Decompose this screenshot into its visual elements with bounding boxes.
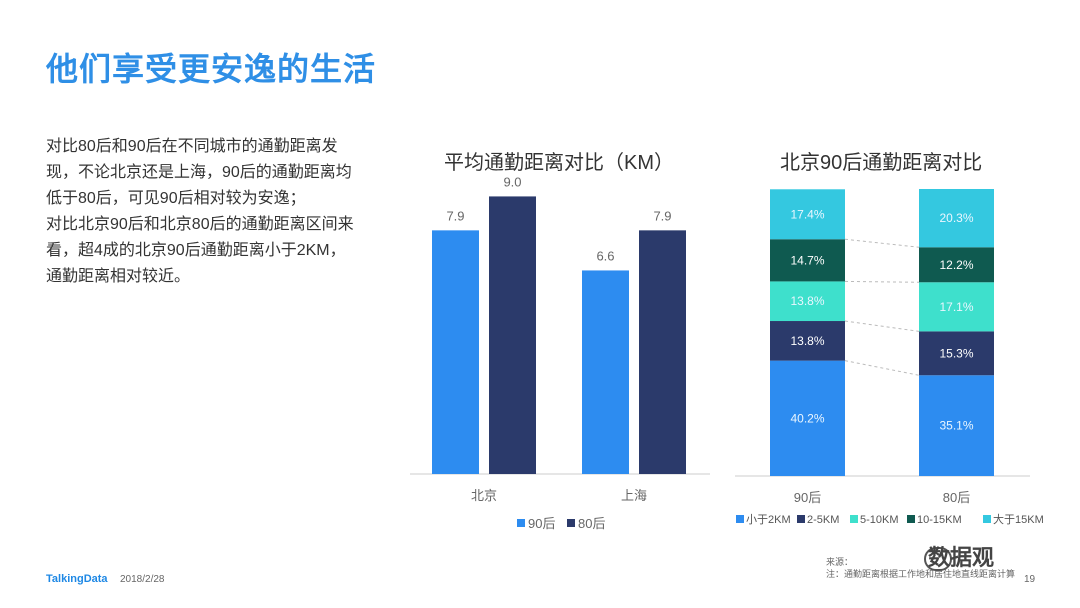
bar-北京-90后 [432, 230, 479, 474]
segment-label: 17.4% [790, 207, 824, 221]
legend-swatch-2-5KM [797, 515, 805, 523]
legend-label-2-5KM: 2-5KM [807, 514, 839, 526]
legend-swatch-80后 [567, 519, 575, 527]
description-line: 对比80后和90后在不同城市的通勤距离发 [46, 138, 338, 155]
data-label: 9.0 [503, 174, 521, 189]
legend-label-90后: 90后 [528, 516, 555, 531]
segment-label: 15.3% [939, 346, 973, 360]
segment-90后-5-10KM [770, 281, 845, 322]
brand-logo: TalkingData [46, 573, 108, 585]
description-line: 对比北京90后和北京80后的通勤距离区间来 [46, 216, 354, 233]
description-line: 低于80后，可见90后相对较为安逸； [46, 190, 306, 207]
segment-label: 35.1% [939, 419, 973, 433]
legend-swatch-大于15KM [983, 515, 991, 523]
legend-swatch-小于2KM [736, 515, 744, 523]
description-text: 对比80后和90后在不同城市的通勤距离发 现，不论北京还是上海，90后的通勤距离… [46, 134, 386, 290]
segment-label: 17.1% [939, 300, 973, 314]
segment-label: 13.8% [790, 334, 824, 348]
segment-label: 20.3% [939, 211, 973, 225]
description-line: 看，超4成的北京90后通勤距离小于2KM， [46, 242, 346, 259]
wechat-icon [924, 547, 952, 571]
description-line: 通勤距离相对较近。 [46, 268, 191, 285]
page-number: 19 [1024, 574, 1036, 585]
segment-label: 13.8% [790, 294, 824, 308]
commute-avg-chart-title: 平均通勤距离对比（KM） [444, 152, 674, 174]
segment-80后-大于15KM [919, 189, 994, 248]
segment-90后-大于15KM [770, 189, 845, 240]
segment-80后-2-5KM [919, 331, 994, 376]
x-tick-label: 北京 [471, 488, 497, 503]
legend-label-小于2KM: 小于2KM [746, 513, 791, 526]
segment-80后-10-15KM [919, 247, 994, 283]
watermark-text: 数据观 [928, 545, 995, 570]
segment-label: 14.7% [790, 253, 824, 267]
legend-label-80后: 80后 [578, 516, 605, 531]
segment-80后-小于2KM [919, 375, 994, 476]
segment-80后-5-10KM [919, 282, 994, 332]
page-title: 他们享受更安逸的生活 [46, 51, 377, 87]
legend-label-10-15KM: 10-15KM [917, 514, 962, 526]
segment-label: 40.2% [790, 411, 824, 425]
beijing-range-chart-title: 北京90后通勤距离对比 [780, 152, 983, 174]
data-label: 7.9 [653, 208, 671, 223]
bar-北京-80后 [489, 196, 536, 474]
segment-label: 12.2% [939, 258, 973, 272]
legend-label-5-10KM: 5-10KM [860, 514, 899, 526]
legend-label-大于15KM: 大于15KM [993, 512, 1044, 526]
connector-line [844, 360, 920, 376]
bar-上海-90后 [582, 270, 629, 474]
footer-date: 2018/2/28 [120, 574, 165, 585]
source-note: 注：通勤距离根据工作地和居住地直线距离计算 [826, 569, 1016, 579]
data-label: 7.9 [446, 208, 464, 223]
x-tick-label: 上海 [621, 488, 647, 503]
source-label: 来源： [826, 557, 854, 567]
segment-90后-10-15KM [770, 239, 845, 282]
connector-line [844, 238, 920, 248]
x-tick-label: 90后 [794, 490, 821, 505]
bar-上海-80后 [639, 230, 686, 474]
legend-swatch-90后 [517, 519, 525, 527]
data-label: 6.6 [596, 248, 614, 263]
connector-line [844, 280, 920, 283]
footer-source: 来源： 注：通勤距离根据工作地和居住地直线距离计算 [826, 556, 1015, 580]
description-line: 现，不论北京还是上海，90后的通勤距离均 [46, 164, 352, 181]
connector-line [844, 320, 920, 332]
segment-90后-2-5KM [770, 321, 845, 361]
legend-swatch-10-15KM [907, 515, 915, 523]
segment-90后-小于2KM [770, 360, 845, 476]
x-tick-label: 80后 [943, 490, 970, 505]
legend-swatch-5-10KM [850, 515, 858, 523]
